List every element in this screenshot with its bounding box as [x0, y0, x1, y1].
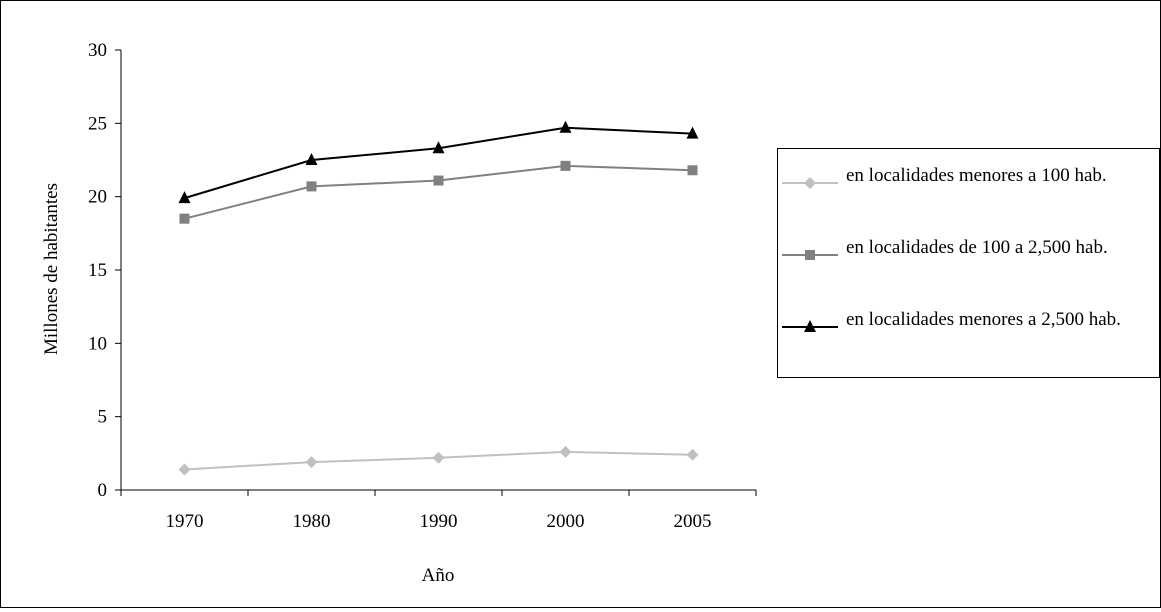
x-tick-label: 1970 — [166, 511, 204, 532]
x-tick-label: 1990 — [420, 511, 458, 532]
data-point-triangle — [305, 153, 318, 165]
data-point-diamond — [432, 451, 445, 464]
y-axis-label: Millones de habitantes — [41, 183, 62, 355]
series-line-2 — [184, 164, 693, 220]
y-tick-label: 20 — [88, 187, 107, 208]
data-point-triangle — [432, 141, 445, 154]
data-point-diamond — [305, 456, 318, 469]
data-point-triangle — [686, 126, 699, 139]
y-tick-label: 25 — [88, 113, 107, 134]
legend-square-marker-icon — [782, 250, 838, 260]
legend-label-series-1: en localidades menores a 100 hab. — [846, 165, 1107, 186]
data-point-square — [687, 165, 698, 176]
legend-label-series-2: en localidades de 100 a 2,500 hab. — [846, 237, 1108, 258]
data-point-square — [433, 175, 444, 186]
y-tick-label: 10 — [88, 333, 107, 354]
x-axis-label: Año — [422, 565, 455, 586]
x-tick-label: 2005 — [674, 511, 712, 532]
y-tick-label: 30 — [88, 40, 107, 61]
data-point-diamond — [686, 448, 699, 461]
legend-diamond-marker-icon — [782, 177, 838, 189]
y-tick-label: 5 — [98, 407, 108, 428]
data-point-square — [560, 160, 571, 171]
data-point-diamond — [178, 463, 191, 476]
legend-triangle-marker-icon — [782, 320, 838, 332]
series-layer — [178, 120, 699, 476]
x-tick-label: 1980 — [293, 511, 331, 532]
y-tick-label: 0 — [98, 480, 108, 501]
x-tick-label: 2000 — [547, 511, 585, 532]
data-point-square — [306, 181, 317, 192]
y-tick-label: 15 — [88, 260, 107, 281]
legend: en localidades menores a 100 hab. en loc… — [777, 148, 1160, 378]
data-point-diamond — [559, 445, 572, 458]
data-point-square — [179, 213, 190, 224]
axes: 0 5 10 15 20 25 30 1970 1980 1990 2000 2005 — [88, 40, 757, 532]
data-point-triangle — [178, 191, 191, 204]
series-line-3 — [184, 126, 693, 200]
legend-label-series-3: en localidades menores a 2,500 hab. — [846, 309, 1121, 330]
data-point-triangle — [559, 120, 572, 133]
